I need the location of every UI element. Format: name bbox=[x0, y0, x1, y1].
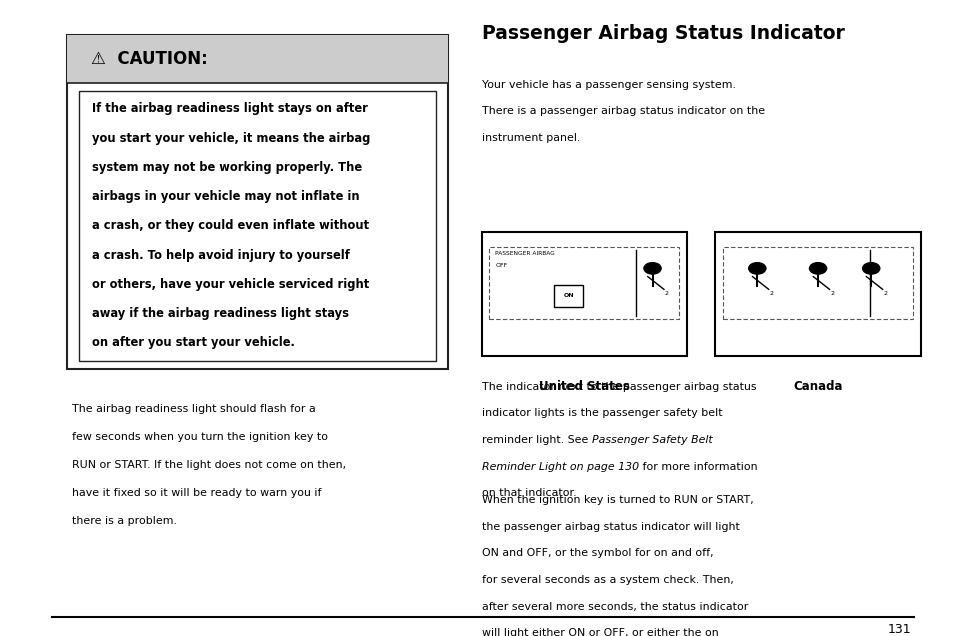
Circle shape bbox=[862, 263, 879, 274]
Text: The indicator next to the passenger airbag status: The indicator next to the passenger airb… bbox=[481, 382, 756, 392]
Text: system may not be working properly. The: system may not be working properly. The bbox=[91, 161, 361, 174]
Text: have it fixed so it will be ready to warn you if: have it fixed so it will be ready to war… bbox=[71, 488, 321, 498]
Text: 2: 2 bbox=[829, 291, 834, 296]
Text: 2: 2 bbox=[769, 291, 773, 296]
Text: airbags in your vehicle may not inflate in: airbags in your vehicle may not inflate … bbox=[91, 190, 359, 203]
Text: instrument panel.: instrument panel. bbox=[481, 133, 579, 143]
Text: you start your vehicle, it means the airbag: you start your vehicle, it means the air… bbox=[91, 132, 370, 144]
Bar bbox=[481, 232, 686, 356]
Text: a crash. To help avoid injury to yourself: a crash. To help avoid injury to yoursel… bbox=[91, 249, 349, 261]
Text: on that indicator.: on that indicator. bbox=[481, 488, 576, 499]
Text: a crash, or they could even inflate without: a crash, or they could even inflate with… bbox=[91, 219, 368, 232]
Text: Canada: Canada bbox=[793, 380, 841, 393]
Bar bbox=[79, 91, 436, 361]
Text: 2: 2 bbox=[882, 291, 886, 296]
Text: Passenger Safety Belt: Passenger Safety Belt bbox=[591, 435, 712, 445]
Text: Your vehicle has a passenger sensing system.: Your vehicle has a passenger sensing sys… bbox=[481, 80, 735, 90]
Bar bbox=[554, 284, 582, 307]
Text: If the airbag readiness light stays on after: If the airbag readiness light stays on a… bbox=[91, 102, 367, 115]
Text: indicator lights is the passenger safety belt: indicator lights is the passenger safety… bbox=[481, 408, 721, 418]
Text: on after you start your vehicle.: on after you start your vehicle. bbox=[91, 336, 294, 349]
Text: Reminder Light on page 130: Reminder Light on page 130 bbox=[481, 462, 639, 472]
Text: for more information: for more information bbox=[639, 462, 757, 472]
Text: 2: 2 bbox=[664, 291, 668, 296]
Text: PASSENGER AIRBAG: PASSENGER AIRBAG bbox=[495, 251, 555, 256]
Text: There is a passenger airbag status indicator on the: There is a passenger airbag status indic… bbox=[481, 106, 764, 116]
Text: after several more seconds, the status indicator: after several more seconds, the status i… bbox=[481, 602, 747, 612]
Text: 131: 131 bbox=[886, 623, 910, 636]
Text: will light either ON or OFF, or either the on: will light either ON or OFF, or either t… bbox=[481, 628, 718, 636]
Bar bbox=[489, 247, 679, 319]
Bar bbox=[715, 232, 920, 356]
Text: ⛔: ⛔ bbox=[648, 273, 656, 286]
Text: away if the airbag readiness light stays: away if the airbag readiness light stays bbox=[91, 307, 348, 320]
Text: reminder light. See: reminder light. See bbox=[481, 435, 591, 445]
Bar bbox=[67, 35, 448, 369]
Bar bbox=[722, 247, 912, 319]
Text: United States: United States bbox=[538, 380, 629, 393]
Text: The airbag readiness light should flash for a: The airbag readiness light should flash … bbox=[71, 404, 315, 414]
Text: the passenger airbag status indicator will light: the passenger airbag status indicator wi… bbox=[481, 522, 739, 532]
Text: When the ignition key is turned to RUN or START,: When the ignition key is turned to RUN o… bbox=[481, 495, 753, 505]
Circle shape bbox=[643, 263, 660, 274]
Text: Passenger Airbag Status Indicator: Passenger Airbag Status Indicator bbox=[481, 24, 843, 43]
Text: for several seconds as a system check. Then,: for several seconds as a system check. T… bbox=[481, 575, 733, 585]
Circle shape bbox=[748, 263, 765, 274]
Text: there is a problem.: there is a problem. bbox=[71, 516, 176, 526]
Circle shape bbox=[808, 263, 825, 274]
Text: ON: ON bbox=[562, 293, 574, 298]
Text: ⚠  CAUTION:: ⚠ CAUTION: bbox=[91, 50, 207, 68]
Text: few seconds when you turn the ignition key to: few seconds when you turn the ignition k… bbox=[71, 432, 327, 442]
Text: ON and OFF, or the symbol for on and off,: ON and OFF, or the symbol for on and off… bbox=[481, 548, 713, 558]
Text: RUN or START. If the light does not come on then,: RUN or START. If the light does not come… bbox=[71, 460, 345, 470]
Bar bbox=[67, 35, 448, 83]
Text: or others, have your vehicle serviced right: or others, have your vehicle serviced ri… bbox=[91, 278, 369, 291]
Text: OFF: OFF bbox=[495, 263, 507, 268]
